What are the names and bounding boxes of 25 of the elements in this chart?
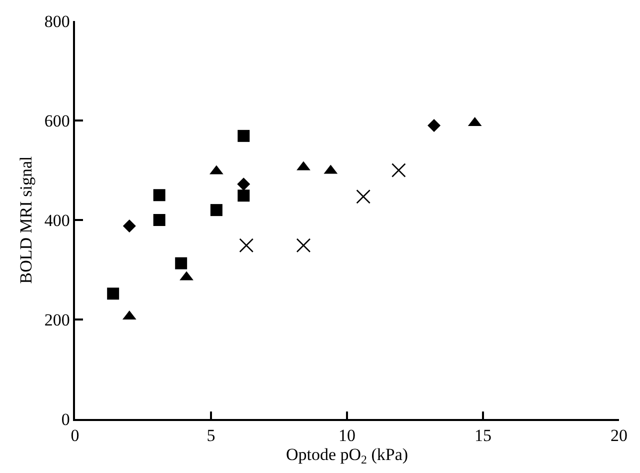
y-tick-label: 400: [44, 210, 70, 230]
x-tick-label: 10: [338, 426, 356, 446]
y-tick-label: 200: [44, 310, 70, 330]
point: [122, 219, 136, 232]
x-axis-title: Optode pO$_{2}$ (kPa): [286, 445, 408, 467]
point: [107, 288, 120, 300]
point: [392, 163, 406, 178]
point: [239, 238, 254, 253]
x-tick-label: 20: [610, 426, 628, 446]
point: [210, 204, 222, 216]
point: [153, 214, 166, 226]
point: [428, 118, 441, 132]
point: [237, 178, 250, 191]
x-tick-label: 15: [474, 426, 492, 446]
point: [238, 190, 250, 202]
point: [296, 238, 311, 253]
point: [356, 189, 370, 204]
x-tick-label: 5: [206, 426, 216, 446]
point: [238, 130, 250, 142]
point: [175, 257, 188, 270]
y-tick-label: 0: [61, 410, 70, 429]
y-tick-label: 600: [44, 111, 70, 130]
point: [153, 189, 166, 202]
y-axis-title: BOLD MRI signal: [16, 156, 36, 284]
y-tick-label: 800: [44, 12, 70, 31]
